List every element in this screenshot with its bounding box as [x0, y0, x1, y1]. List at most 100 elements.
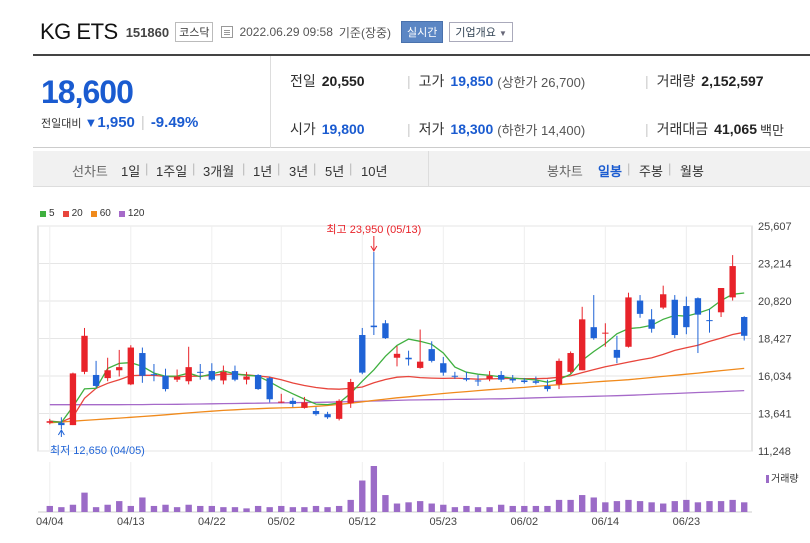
company-overview-button[interactable]: 기업개요 ▼: [449, 22, 513, 42]
volume-bar: [567, 499, 574, 512]
volume-bar: [324, 507, 331, 512]
low-annotation: 최저 12,650 (04/05): [50, 444, 145, 457]
volume-bar: [555, 499, 563, 512]
volume-bar: [660, 503, 667, 512]
volume-bar: [370, 466, 378, 512]
period-toolbar: 선차트 1일 | 1주일 | 3개월 | 1년 | 3년 | 5년 | 10년 …: [33, 151, 810, 187]
period-5y[interactable]: 5년: [325, 164, 345, 179]
volume-bar: [509, 505, 516, 512]
document-icon: [221, 26, 234, 38]
volume-bar: [625, 499, 632, 512]
period-1w[interactable]: 1주일: [156, 164, 188, 179]
realtime-button[interactable]: 실시간: [401, 21, 444, 43]
volume-bar: [463, 505, 470, 512]
candle-monthly[interactable]: 월봉: [680, 164, 704, 179]
amount-label: 거래대금: [656, 121, 709, 137]
candle-body: [660, 294, 667, 308]
volume-bar: [289, 507, 297, 512]
candle-body: [347, 382, 354, 404]
candle-body: [335, 400, 343, 419]
candle-body: [278, 401, 285, 403]
candle-body: [92, 374, 100, 386]
volume-bar: [92, 507, 100, 512]
y-tick-label: 18,427: [758, 334, 792, 346]
quote-datetime: 2022.06.29 09:58: [239, 25, 333, 39]
volume-bar: [116, 501, 123, 512]
candle-body: [428, 349, 435, 361]
candle-body: [717, 288, 725, 313]
candle-body: [694, 298, 702, 315]
candle-daily[interactable]: 일봉: [598, 164, 622, 179]
volume-bar: [278, 505, 285, 512]
volume-bar: [613, 501, 621, 512]
low-value: 18,300: [450, 121, 494, 137]
volume-bar: [497, 504, 505, 512]
candle-body: [139, 353, 146, 376]
candle-body: [497, 374, 505, 380]
volume-bar: [197, 505, 204, 512]
period-10y[interactable]: 10년: [361, 164, 388, 179]
volume-bar: [243, 508, 250, 512]
x-tick-label: 06/23: [673, 516, 701, 528]
volume-bar: [416, 501, 424, 512]
candle-weekly[interactable]: 주봉: [639, 164, 663, 179]
period-3y[interactable]: 3년: [289, 164, 309, 179]
candle-body: [324, 414, 331, 418]
ma120-line: [49, 389, 745, 406]
candle-body: [359, 335, 366, 373]
y-tick-label: 16,034: [758, 371, 792, 383]
candle-body: [208, 371, 216, 380]
change-percent: -9.49%: [150, 114, 199, 131]
legend-ma120-label: 120: [127, 208, 145, 219]
volume-bar: [359, 480, 366, 512]
volume-label: 거래량: [656, 73, 696, 89]
legend-ma20-label: 20: [71, 208, 83, 219]
period-3m[interactable]: 3개월: [203, 164, 235, 179]
change-value: 1,950: [97, 114, 135, 131]
candle-body: [116, 367, 123, 371]
volume-bar: [671, 501, 678, 512]
quote-basis: 기준(장중): [338, 25, 392, 40]
high-value: 19,850: [450, 73, 494, 89]
volume-bar: [266, 507, 273, 512]
candle-body: [69, 373, 77, 426]
volume-bar: [220, 507, 227, 512]
toolbar-divider: [428, 151, 429, 187]
candle-chart-label: 봉차트: [547, 164, 583, 179]
y-tick-label: 23,214: [758, 258, 792, 270]
volume-bar: [127, 505, 134, 512]
x-tick-label: 06/14: [592, 516, 620, 528]
legend-ma120: 120: [118, 208, 145, 219]
volume-bar: [602, 502, 609, 512]
volume-bar: [312, 505, 320, 512]
candle-body: [729, 266, 736, 298]
volume-bar: [683, 499, 690, 512]
period-1y[interactable]: 1년: [253, 164, 273, 179]
amount-unit: 백만: [760, 122, 784, 138]
volume-bar: [636, 501, 644, 512]
x-tick-label: 05/23: [430, 516, 458, 528]
volume-bar: [46, 505, 53, 512]
divider: |: [645, 121, 649, 137]
divider: |: [192, 161, 196, 176]
divider: |: [407, 121, 411, 137]
x-tick-label: 04/04: [36, 516, 64, 528]
stock-header: KG ETS 151860 코스닥 2022.06.29 09:58 기준(장중…: [40, 18, 513, 46]
candle-body: [509, 378, 516, 381]
candle-body: [578, 319, 586, 371]
volume-bar: [474, 507, 482, 512]
period-1d[interactable]: 1일: [121, 164, 141, 179]
x-tick-label: 04/13: [117, 516, 145, 528]
open-cell: 시가 19,800: [290, 119, 365, 139]
candle-body: [613, 349, 621, 358]
volume-swatch: [766, 475, 769, 483]
x-tick-label: 04/22: [198, 516, 226, 528]
legend-swatch: [40, 210, 46, 217]
price-summary: 18,600 전일대비 ▼ 1,950 | -9.49% 전일 20,550 |…: [33, 54, 810, 148]
candle-body: [590, 327, 597, 339]
prev-close-value: 20,550: [321, 73, 365, 89]
x-tick-label: 05/02: [267, 516, 295, 528]
ma60-line: [49, 367, 745, 424]
volume-bar: [578, 495, 586, 512]
